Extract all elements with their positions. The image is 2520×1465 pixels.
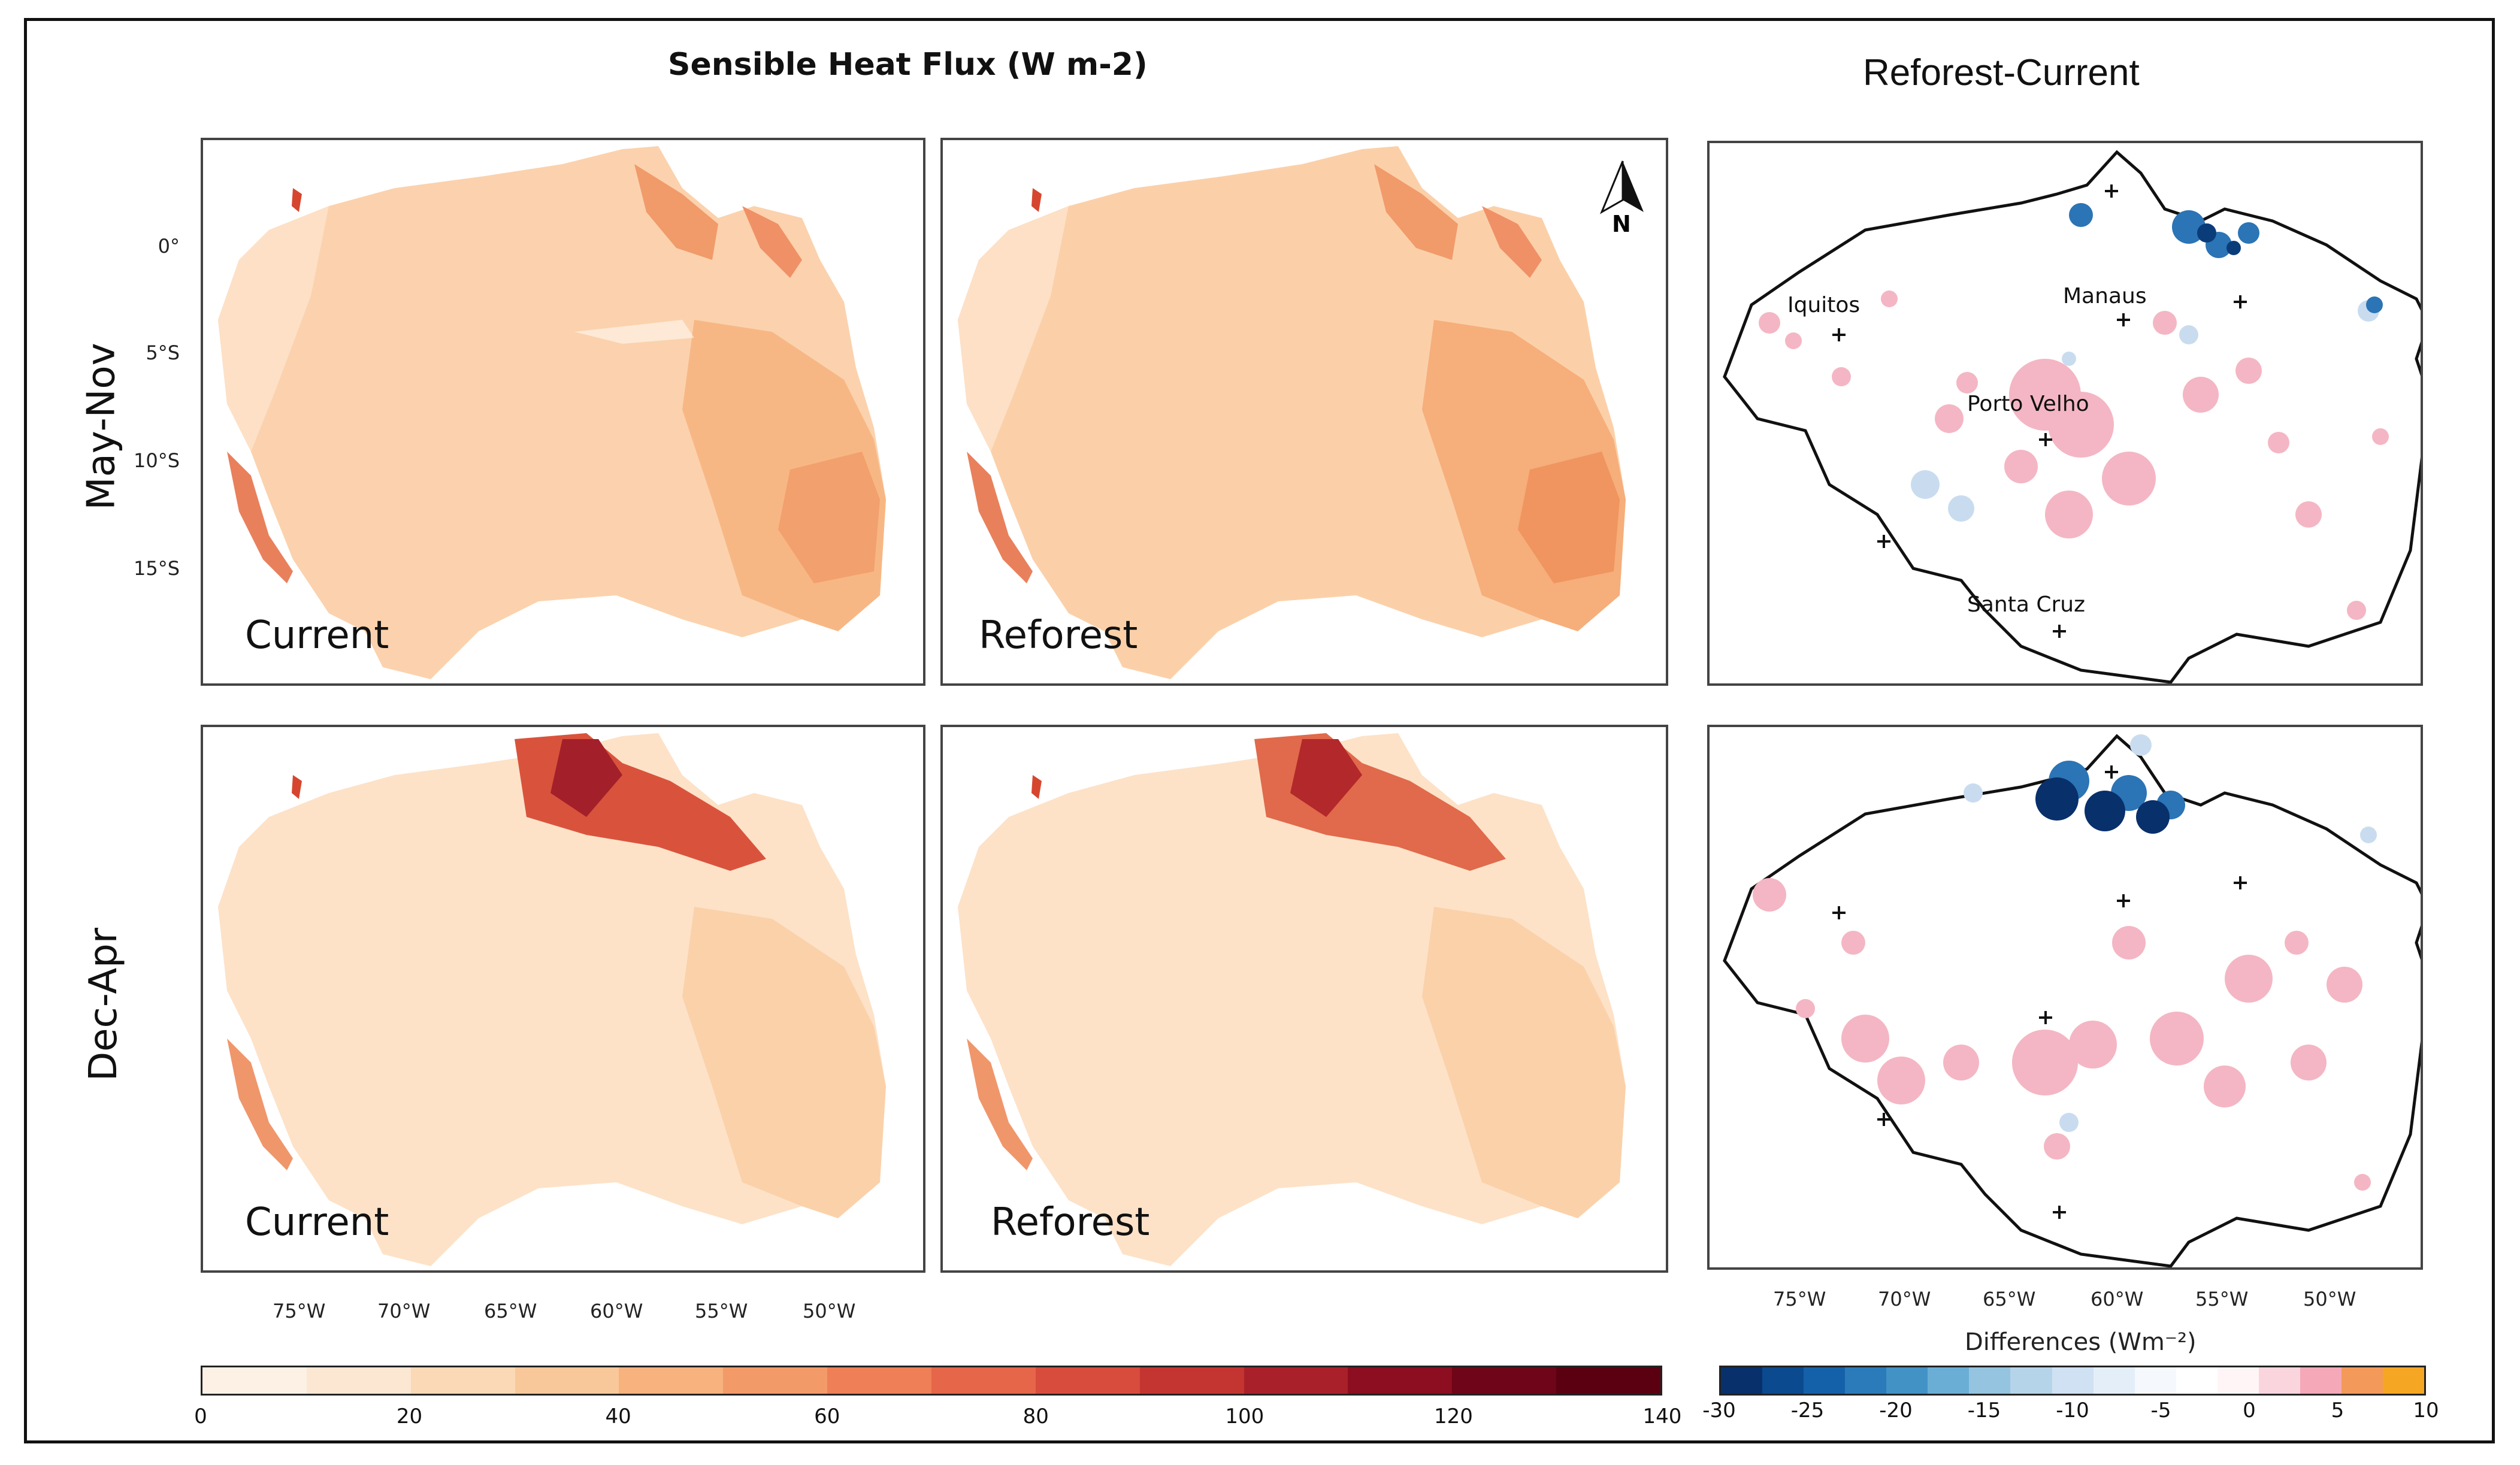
amazon-map xyxy=(958,146,1626,679)
difference-colorbar-swatch xyxy=(2341,1367,2383,1394)
flux-colorbar-swatch xyxy=(202,1367,307,1394)
difference-title: Reforest-Current xyxy=(1863,52,2140,93)
flux-colorbar-tick-label: 40 xyxy=(605,1405,631,1428)
row-label-may-nov: May-Nov xyxy=(79,343,124,510)
flux-colorbar-swatch xyxy=(1035,1367,1140,1394)
flux-colorbar xyxy=(201,1366,1662,1396)
panel-label-reforest: Reforest xyxy=(979,613,1138,658)
difference-colorbar-tick-label: -5 xyxy=(2150,1399,2171,1422)
city-manaus: Manaus xyxy=(2063,284,2147,308)
map-difference-may-nov: Iquitos Manaus Porto Velho Santa Cruz xyxy=(1707,141,2423,686)
difference-map xyxy=(1723,734,2421,1267)
lat-label-10s: 10°S xyxy=(133,449,180,472)
difference-colorbar-tick-label: 5 xyxy=(2331,1399,2344,1422)
flux-colorbar-swatch xyxy=(619,1367,724,1394)
north-arrow: N xyxy=(1599,158,1647,237)
difference-colorbar-tick-label: -30 xyxy=(1702,1399,1736,1422)
map-difference-dec-apr xyxy=(1707,725,2423,1270)
difference-colorbar-swatch xyxy=(2010,1367,2052,1394)
difference-colorbar-swatch xyxy=(2217,1367,2259,1394)
difference-colorbar-tick-label: 0 xyxy=(2243,1399,2256,1422)
flux-colorbar-swatch xyxy=(1244,1367,1348,1394)
city-iquitos: Iquitos xyxy=(1787,293,1860,317)
lon-label-50w: 50°W xyxy=(803,1300,856,1322)
map-reforest-may-nov: Reforest N xyxy=(940,138,1668,686)
difference-colorbar-swatch xyxy=(1886,1367,1928,1394)
difference-map xyxy=(1723,150,2421,683)
flux-colorbar-tick-label: 20 xyxy=(396,1405,423,1428)
difference-colorbar-tick-label: 10 xyxy=(2413,1399,2439,1422)
diff-lon-label-55w: 55°W xyxy=(2195,1288,2249,1310)
difference-colorbar-swatch xyxy=(2093,1367,2135,1394)
map-current-may-nov: Current xyxy=(201,138,925,686)
flux-colorbar-swatch xyxy=(1556,1367,1661,1394)
north-arrow-icon xyxy=(1599,161,1644,214)
difference-colorbar-swatch xyxy=(1721,1367,1763,1394)
diff-lon-label-75w: 75°W xyxy=(1773,1288,1826,1310)
flux-title: Sensible Heat Flux (W m-2) xyxy=(668,47,1148,83)
flux-colorbar-tick-label: 100 xyxy=(1225,1405,1264,1428)
difference-colorbar-swatch xyxy=(1804,1367,1846,1394)
city-porto-velho: Porto Velho xyxy=(1967,392,2089,416)
difference-colorbar-swatch xyxy=(2134,1367,2176,1394)
map-current-dec-apr: Current xyxy=(201,725,925,1273)
lon-label-55w: 55°W xyxy=(695,1300,748,1322)
flux-colorbar-swatch xyxy=(827,1367,932,1394)
lat-label-5s: 5°S xyxy=(146,341,180,364)
flux-colorbar-tick-label: 80 xyxy=(1022,1405,1049,1428)
panel-label-current-2: Current xyxy=(245,1200,389,1245)
difference-colorbar-swatch xyxy=(1845,1367,1887,1394)
flux-colorbar-swatch xyxy=(1452,1367,1557,1394)
lon-label-75w: 75°W xyxy=(273,1300,326,1322)
amazon-map xyxy=(218,733,886,1266)
amazon-map xyxy=(958,733,1626,1266)
difference-colorbar-swatch xyxy=(2176,1367,2218,1394)
flux-colorbar-swatch xyxy=(306,1367,411,1394)
map-reforest-dec-apr: Reforest xyxy=(940,725,1668,1273)
flux-colorbar-tick-label: 0 xyxy=(194,1405,207,1428)
flux-colorbar-swatch xyxy=(410,1367,515,1394)
flux-colorbar-swatch xyxy=(1139,1367,1244,1394)
flux-colorbar-tick-label: 140 xyxy=(1642,1405,1682,1428)
difference-colorbar-swatch xyxy=(2383,1367,2425,1394)
difference-colorbar-swatch xyxy=(2258,1367,2300,1394)
difference-colorbar-swatch xyxy=(1969,1367,2011,1394)
flux-colorbar-tick-label: 120 xyxy=(1433,1405,1473,1428)
difference-colorbar-swatch xyxy=(1762,1367,1804,1394)
difference-colorbar-swatch xyxy=(2300,1367,2341,1394)
difference-colorbar-tick-label: -15 xyxy=(1967,1399,2001,1422)
flux-colorbar-tick-label: 60 xyxy=(814,1405,840,1428)
difference-colorbar-tick-label: -10 xyxy=(2056,1399,2089,1422)
lat-label-15s: 15°S xyxy=(133,557,180,580)
lon-label-60w: 60°W xyxy=(590,1300,643,1322)
lon-label-70w: 70°W xyxy=(377,1300,431,1322)
difference-colorbar-tick-label: -25 xyxy=(1790,1399,1825,1422)
diff-lon-label-60w: 60°W xyxy=(2091,1288,2144,1310)
city-santa-cruz: Santa Cruz xyxy=(1967,592,2085,617)
diff-lon-label-65w: 65°W xyxy=(1983,1288,2036,1310)
panel-label-reforest-2: Reforest xyxy=(991,1200,1150,1245)
row-label-dec-apr: Dec-Apr xyxy=(81,927,126,1082)
diff-lon-label-70w: 70°W xyxy=(1878,1288,1931,1310)
lon-label-65w: 65°W xyxy=(484,1300,537,1322)
flux-colorbar-swatch xyxy=(931,1367,1036,1394)
difference-colorbar xyxy=(1719,1366,2426,1396)
difference-colorbar-swatch xyxy=(2052,1367,2094,1394)
difference-colorbar-title: Differences (Wm⁻²) xyxy=(1965,1328,2197,1356)
north-label: N xyxy=(1612,211,1631,237)
difference-colorbar-tick-label: -20 xyxy=(1879,1399,1913,1422)
panel-label-current: Current xyxy=(245,613,389,658)
amazon-map xyxy=(218,146,886,679)
flux-colorbar-swatch xyxy=(515,1367,619,1394)
lat-label-0: 0° xyxy=(158,235,180,258)
difference-colorbar-swatch xyxy=(1928,1367,1970,1394)
diff-lon-label-50w: 50°W xyxy=(2303,1288,2356,1310)
flux-colorbar-swatch xyxy=(1348,1367,1453,1394)
flux-colorbar-swatch xyxy=(723,1367,828,1394)
